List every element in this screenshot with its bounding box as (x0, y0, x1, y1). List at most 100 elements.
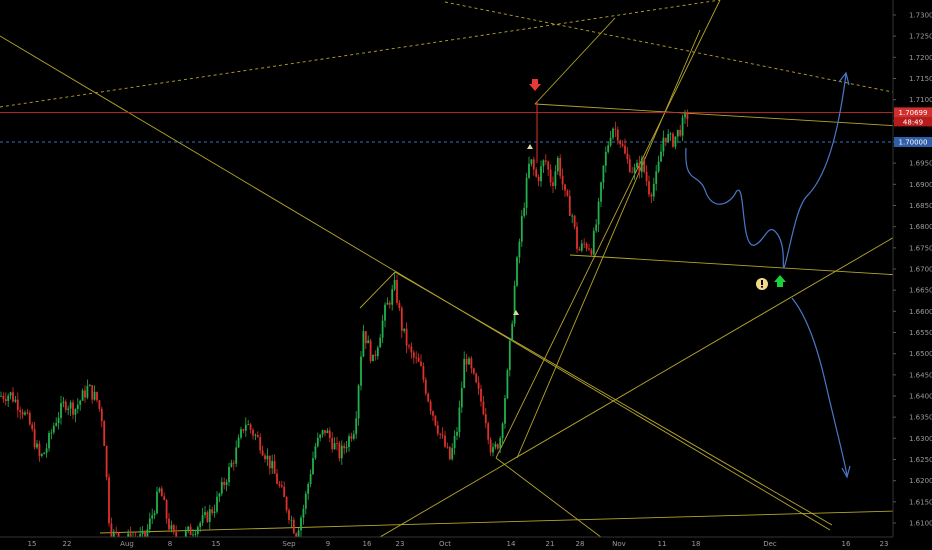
projection-up-arrowhead (838, 71, 850, 86)
candle-body (360, 356, 362, 386)
candle-body (81, 390, 84, 401)
candlesticks (0, 101, 689, 550)
candle-body (96, 391, 98, 401)
marker-triangle (527, 144, 533, 149)
y-tick-label: 1.71000 (909, 96, 932, 104)
y-tick-label: 1.63000 (909, 435, 932, 443)
annotation-marks (513, 79, 786, 315)
candle-body (7, 395, 10, 402)
candle-body (612, 128, 614, 138)
candle-body (619, 140, 622, 145)
candle-body (230, 462, 233, 467)
x-tick-label: 15 (212, 540, 221, 548)
candle-body (297, 530, 300, 539)
candle-body (9, 392, 12, 396)
candle-body (660, 151, 662, 162)
candle-body (501, 423, 504, 439)
candle-body (609, 137, 612, 146)
candle-body (434, 415, 437, 426)
candle-body (554, 171, 557, 187)
candle-body (410, 346, 413, 353)
trendline (359, 271, 396, 309)
candle-body (283, 486, 286, 498)
candle-body (566, 190, 569, 196)
candle-body (607, 145, 610, 152)
projection-down-arrowhead (841, 465, 851, 479)
candle-body (148, 518, 151, 530)
candle-body (638, 162, 641, 172)
candle-body (391, 289, 394, 305)
candle-body (158, 488, 161, 492)
candle-body (369, 340, 372, 362)
candle-body (535, 169, 538, 177)
trendline (569, 254, 932, 278)
candle-body (199, 522, 202, 528)
candle-body (204, 512, 206, 516)
candle-body (271, 461, 274, 469)
candle-body (549, 169, 552, 183)
candle-body (235, 447, 238, 464)
candle-body (100, 408, 103, 422)
trendline (99, 509, 932, 534)
candle-body (489, 439, 492, 453)
y-tick-label: 1.62500 (909, 456, 932, 464)
candle-body (585, 243, 588, 249)
candle-body (429, 401, 432, 412)
candle-body (417, 357, 420, 362)
candle-body (64, 401, 67, 410)
candle-body (511, 323, 514, 341)
candle-body (652, 183, 655, 197)
x-tick-label: 15 (28, 540, 37, 548)
x-tick-label: Dec (763, 540, 777, 548)
candle-body (285, 497, 288, 511)
candle-body (352, 434, 355, 439)
candle-body (669, 133, 672, 135)
candle-body (537, 176, 540, 182)
candle-body (679, 129, 682, 136)
candle-body (379, 337, 382, 348)
candle-body (477, 382, 480, 389)
candle-body (628, 159, 631, 172)
candle-body (160, 488, 163, 497)
candle-body (175, 532, 178, 541)
candle-body (561, 175, 564, 185)
marker-triangle (513, 310, 519, 315)
x-tick-label: 23 (396, 540, 405, 548)
trendline (534, 17, 616, 105)
candle-body (57, 417, 60, 424)
candle-body (45, 448, 48, 453)
candle-body (578, 248, 581, 251)
trendline (495, 457, 619, 550)
candle-body (544, 160, 547, 162)
x-axis: 15 22 Aug 8 15 Sep 9 16 23 Oct 14 21 28 Nov 11 18 Dec 16 2… (0, 536, 932, 550)
trendline (534, 103, 932, 129)
candle-body (223, 481, 226, 486)
candle-body (516, 257, 518, 286)
candle-body (206, 512, 209, 522)
candle-body (110, 523, 113, 542)
candle-body (640, 158, 643, 172)
candle-body (571, 215, 574, 217)
candle-body (321, 430, 324, 435)
candle-body (648, 181, 650, 195)
candle-body (482, 401, 485, 415)
level-label: 1.70000 (899, 139, 928, 147)
candle-body (189, 526, 192, 536)
countdown-label-bg (894, 117, 932, 127)
candle-body (40, 454, 43, 456)
candle-body (33, 429, 36, 448)
candle-body (468, 358, 470, 365)
candle-body (355, 418, 358, 435)
candle-body (252, 429, 254, 436)
candle-body (201, 515, 204, 523)
candle-body (108, 477, 110, 524)
candle-body (405, 328, 408, 346)
up-arrow-icon (774, 275, 786, 287)
candle-body (288, 510, 290, 520)
trendline (516, 29, 701, 459)
candle-body (292, 519, 295, 534)
down-arrow-icon (529, 79, 541, 91)
candle-body (422, 365, 425, 380)
candle-body (686, 113, 689, 120)
